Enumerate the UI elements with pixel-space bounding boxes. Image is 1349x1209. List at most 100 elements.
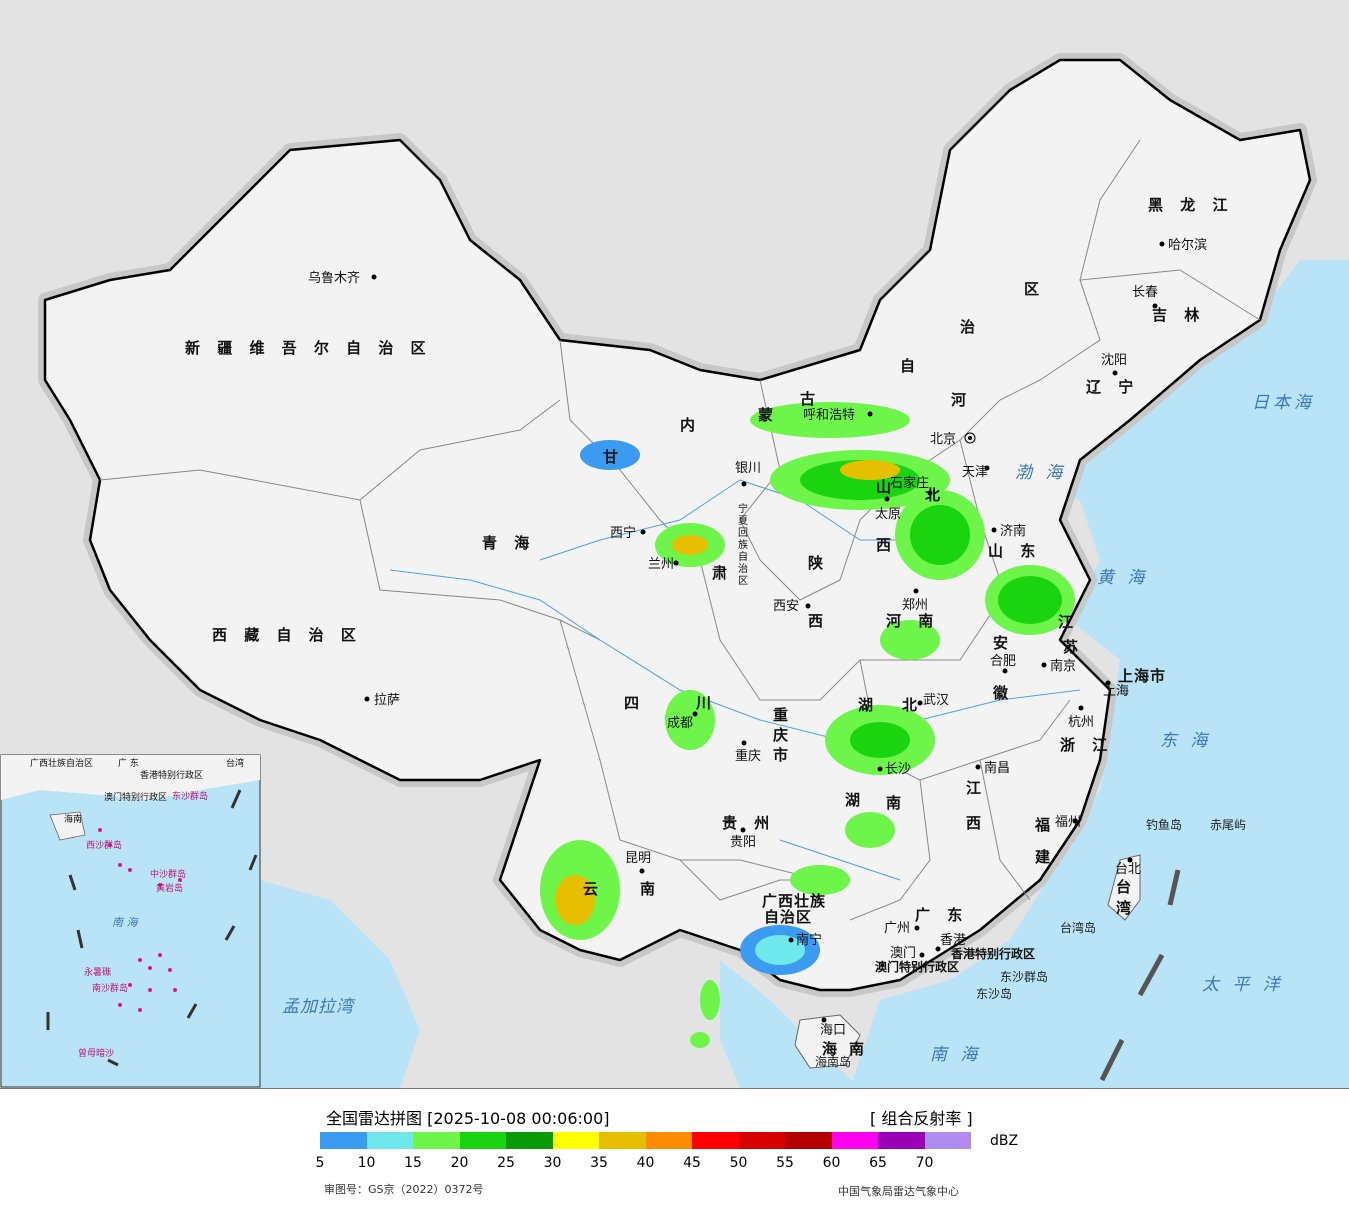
region-label-shan-shanxi: 山 [876, 478, 897, 496]
region-label-nan-hunan: 南 [886, 794, 907, 812]
scale-tick-label: 15 [404, 1155, 422, 1171]
map-title: 全国雷达拼图 [2025-10-08 00:06:00] [326, 1109, 610, 1128]
city-changchun: 长春 [1132, 285, 1158, 309]
east-sea-area [850, 260, 1349, 1088]
region-label-zi-nmg: 自 [900, 357, 921, 375]
city-hefei: 合肥 [990, 654, 1016, 674]
region-label-gu: 古 [800, 390, 821, 408]
city-label: 杭州 [1068, 715, 1094, 730]
city-shenyang: 沈阳 [1101, 353, 1127, 376]
scale-swatch [645, 1132, 692, 1149]
city-label: 西宁 [610, 525, 636, 541]
city-label: 长春 [1132, 285, 1158, 300]
city-hohhot: 呼和浩特 [803, 408, 873, 423]
region-label-hu-hunan: 湖 [845, 791, 866, 809]
scale-swatch [785, 1132, 832, 1149]
city-label: 天津 [962, 465, 988, 480]
city-label: 石家庄 [890, 475, 929, 491]
city-taiyuan: 太原 [875, 496, 901, 522]
region-label-hai: 海 [822, 1040, 843, 1058]
city-label: 南宁 [796, 932, 822, 948]
region-label-su: 肃 [712, 564, 733, 582]
inset-label-dongsha: 东沙群岛 [172, 790, 208, 802]
region-label-xi-jiangxi: 西 [966, 814, 987, 832]
city-xining: 西宁 [610, 525, 646, 541]
city-guangzhou: 广州 [884, 921, 920, 936]
scale-swatch [738, 1132, 785, 1149]
region-label-zhi-nmg: 治 [960, 318, 981, 336]
color-scale-bar [320, 1132, 971, 1149]
city-label: 广州 [884, 921, 910, 936]
city-label: 呼和浩特 [803, 408, 855, 423]
unit-label: dBZ [990, 1133, 1019, 1149]
region-label-heilongjiang: 黑 龙 江 [1148, 196, 1233, 214]
inset-label-yongshu: 永暑礁 [84, 966, 111, 978]
city-nanjing: 南京 [1041, 658, 1076, 674]
city-label: 海口 [820, 1023, 846, 1038]
inset-label-huangyan: 黄岩岛 [156, 882, 183, 894]
region-label-zi-nx: 自 [738, 550, 748, 563]
hainan-island [794, 1014, 861, 1069]
region-label-xia: 夏 [738, 515, 748, 527]
region-label-xinjiang: 新 疆 维 吾 尔 自 治 区 [185, 339, 432, 357]
scale-tick-label: 10 [357, 1155, 376, 1171]
scale-swatch [413, 1132, 460, 1149]
region-label-qing-cq: 庆 [773, 726, 794, 744]
city-label: 合肥 [990, 654, 1016, 669]
inset-label-hk: 香港特别行政区 [140, 769, 203, 781]
city-label: 太原 [875, 507, 901, 522]
city-label: 澳门 [890, 945, 916, 961]
sea-label-japan: 日本海 [1252, 393, 1315, 413]
scale-tick-label: 50 [729, 1155, 748, 1171]
region-label-shan: 陕 [808, 554, 829, 572]
city-zhengzhou: 郑州 [902, 588, 928, 613]
sea-label-yellow: 黄 海 [1097, 568, 1148, 588]
city-label: 沈阳 [1101, 353, 1127, 368]
city-label: 南京 [1050, 658, 1076, 674]
scale-tick-label: 30 [543, 1155, 562, 1171]
legend-panel: 全国雷达拼图 [2025-10-08 00:06:00] [ 组合反射率 ] d… [0, 1088, 1349, 1209]
region-label-su-jiangsu: 苏 [1063, 638, 1084, 656]
approval-number: 审图号：GS京（2022）0372号 [324, 1183, 484, 1196]
region-label-chuan: 川 [695, 694, 717, 712]
city-taipei: 台北 [1115, 857, 1141, 877]
scale-swatch [924, 1132, 971, 1149]
region-label-macau-sar: 澳门特别行政区 [875, 959, 959, 974]
scale-tick-label: 70 [915, 1155, 934, 1171]
scale-swatch [552, 1132, 599, 1149]
product-label: [ 组合反射率 ] [870, 1109, 973, 1128]
region-label-nei: 内 [680, 416, 701, 434]
city-label: 哈尔滨 [1168, 237, 1207, 253]
inset-label-taiwan: 台湾 [226, 757, 244, 769]
region-label-bei-hebei: 北 [925, 486, 946, 504]
inset-label-xisha: 西沙群岛 [86, 839, 122, 851]
region-label-qu-nmg: 区 [1024, 280, 1045, 298]
city-yinchuan: 银川 [735, 461, 761, 487]
region-label-jiang-jiangxi: 江 [966, 779, 987, 797]
region-label-guangxi-1: 广西壮族 [762, 892, 826, 910]
sea-label-bengal: 孟加拉湾 [282, 997, 356, 1017]
island-labels: 钓鱼岛 赤尾屿 台湾岛 东沙群岛 东沙岛 海南岛 [815, 817, 1246, 1069]
city-label: 重庆 [735, 748, 761, 764]
inset-label-zengmu: 曾母暗沙 [78, 1047, 114, 1059]
city-beijing: 北京 [930, 432, 976, 447]
south-sea-west-area [260, 880, 420, 1088]
city-haikou: 海口 [820, 1017, 846, 1038]
region-label-guangdong: 广 东 [915, 906, 968, 924]
scale-tick-label: 5 [315, 1155, 325, 1171]
region-label-yun: 云 [583, 880, 604, 898]
region-label-zhi-nx: 治 [738, 562, 748, 575]
region-label-hui: 徽 [992, 684, 1014, 702]
region-label-xizang: 西 藏 自 治 区 [212, 626, 362, 644]
scale-swatch [878, 1132, 925, 1149]
scale-tick-label: 45 [683, 1155, 701, 1171]
city-chengdu: 成都 [667, 711, 698, 731]
region-label-hu-hubei: 湖 [858, 696, 879, 714]
city-label: 长沙 [885, 762, 911, 777]
inset-label-south-sea: 南 海 [112, 916, 139, 929]
scale-ticks: 5 10 15 20 25 30 35 40 45 50 55 60 65 70 [0, 1155, 1349, 1175]
scale-swatch [320, 1132, 367, 1149]
island-label-dongsha: 东沙岛 [976, 986, 1012, 1001]
city-nanchang: 南昌 [975, 760, 1010, 776]
inset-label-macau: 澳门特别行政区 [104, 791, 167, 803]
